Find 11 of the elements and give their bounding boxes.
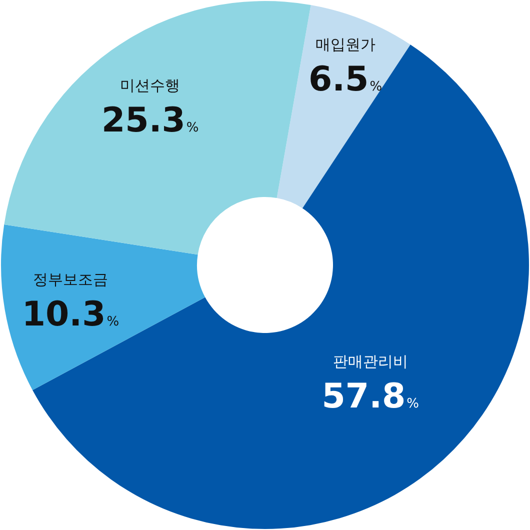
donut-slice xyxy=(1,224,206,390)
slice-label: 매입원가 xyxy=(315,35,376,54)
data-label: 10.3% xyxy=(22,294,120,334)
data-label: 57.8% xyxy=(322,376,420,416)
slice-label: 미션수행 xyxy=(120,76,180,94)
slice-label: 정부보조금 xyxy=(32,270,108,288)
slice-label: 판매관리비 xyxy=(332,352,408,370)
data-label: 6.5% xyxy=(308,59,382,100)
donut-slice xyxy=(276,5,410,208)
data-label: 25.3% xyxy=(102,100,199,140)
donut-slice xyxy=(4,1,311,255)
